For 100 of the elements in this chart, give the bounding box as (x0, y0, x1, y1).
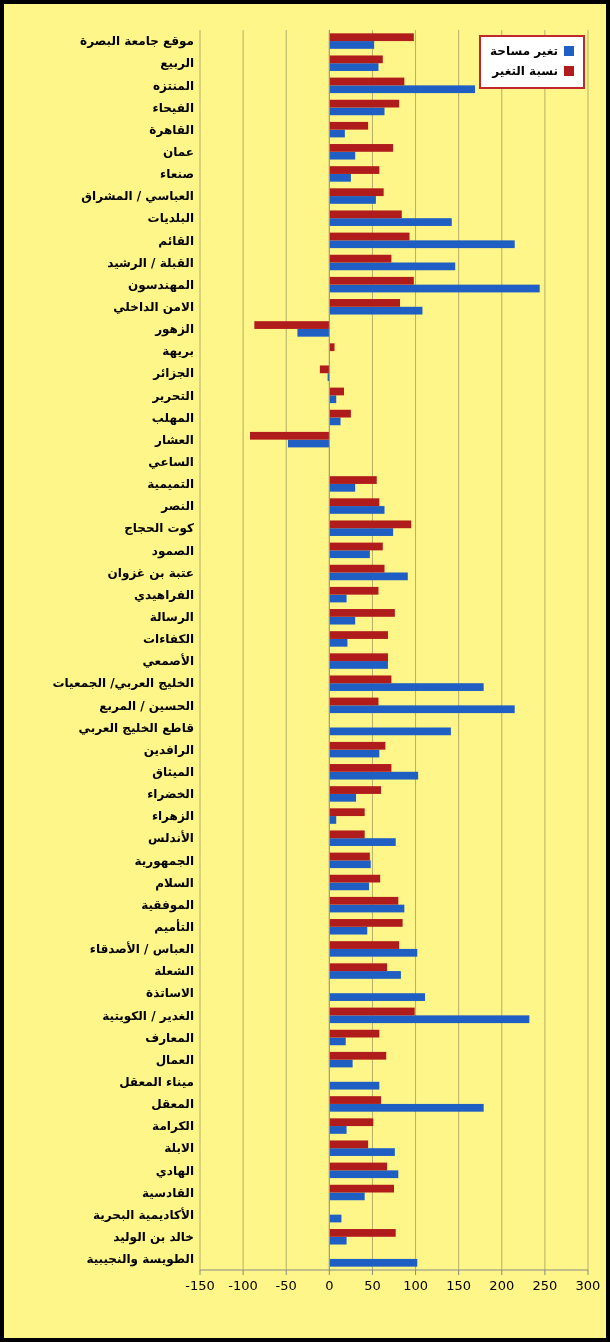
y-tick-label: كوت الحجاج (124, 521, 195, 537)
y-tick-label: الفيحاء (152, 100, 194, 115)
y-tick-label: الأكاديمية البحرية (92, 1206, 194, 1222)
bar (329, 764, 392, 772)
bar (329, 41, 375, 49)
bar (329, 151, 356, 160)
y-tick-label: عمان (163, 144, 194, 159)
bar (329, 33, 414, 42)
bar (329, 276, 414, 285)
x-tick-label: -50 (275, 1278, 297, 1293)
bar (329, 262, 456, 271)
y-tick-label: الكرامة (152, 1119, 194, 1134)
bar (329, 218, 452, 226)
y-tick-label: المعقل (151, 1097, 194, 1112)
y-tick-label: القاهرة (149, 122, 194, 137)
bar (329, 409, 351, 418)
bar (329, 631, 388, 639)
bar (329, 808, 365, 817)
y-tick-label: الاساتذة (146, 986, 194, 1001)
bar (329, 830, 365, 839)
bar (329, 609, 395, 617)
y-tick-label: الجزائر (152, 366, 194, 381)
bar (329, 284, 540, 293)
bar (329, 542, 383, 551)
x-tick-label: 250 (532, 1278, 558, 1293)
x-tick-label: 150 (446, 1278, 472, 1293)
y-tick-label: الموفقية (141, 897, 194, 913)
x-tick-label: -150 (185, 1278, 215, 1293)
bar (329, 1126, 347, 1134)
y-tick-label: الربيع (160, 56, 194, 71)
bar (329, 572, 408, 581)
bar (329, 254, 392, 263)
y-tick-label: المهلب (151, 410, 194, 425)
y-tick-label: الغدير / الكويتية (102, 1008, 194, 1024)
bar (329, 144, 394, 152)
bar (329, 727, 451, 736)
bar (329, 896, 399, 905)
y-tick-label: الرسالة (149, 609, 194, 624)
bar (329, 816, 337, 824)
bar (329, 564, 385, 573)
y-tick-label: موقع جامعة البصرة (80, 34, 194, 50)
bar (329, 1170, 399, 1179)
bar (329, 1051, 387, 1060)
x-tick-label: -100 (228, 1278, 258, 1293)
y-tick-label: العباسي / المشراق (81, 189, 194, 204)
bar (250, 431, 330, 440)
y-tick-label: التميمية (147, 477, 194, 492)
bar (329, 343, 335, 352)
y-tick-label: المنتزه (152, 78, 194, 93)
y-tick-label: الفراهيدي (134, 587, 194, 602)
bar (329, 55, 383, 64)
bar (329, 963, 388, 972)
y-tick-label: الخليج العربي/ الجمعيات (52, 676, 194, 691)
bar (329, 683, 484, 691)
bar (329, 793, 357, 802)
bar (329, 240, 515, 249)
y-tick-label: الابلة (164, 1141, 194, 1156)
y-tick-label: الامن الداخلي (113, 299, 194, 314)
x-tick-label: 50 (364, 1278, 381, 1293)
bar (329, 1096, 382, 1104)
y-tick-label: المهندسون (128, 277, 194, 293)
y-tick-label: العباس / الأصدقاء (89, 941, 194, 957)
bar (329, 476, 377, 484)
bar (254, 321, 330, 329)
y-tick-label: الميثاق (152, 764, 194, 779)
bar (329, 786, 382, 794)
y-tick-label: الطويسة والنجيبية (86, 1252, 194, 1268)
bar (329, 838, 396, 846)
y-tick-label: البلديات (147, 211, 194, 226)
y-tick-label: الرافدين (143, 742, 194, 757)
bar (329, 1236, 347, 1245)
y-tick-label: التأميم (154, 918, 194, 934)
y-tick-label: الجمهورية (134, 853, 194, 869)
y-tick-label: الأصمعي (142, 653, 194, 669)
y-tick-label: السلام (155, 875, 194, 891)
bar (329, 395, 337, 404)
bar (329, 173, 351, 182)
y-tick-label: المعارف (145, 1030, 194, 1045)
y-tick-label: القبلة / الرشيد (107, 255, 194, 270)
y-tick-label: الشعلة (154, 964, 194, 979)
y-tick-label: الهادي (155, 1163, 194, 1178)
legend-label: نسبة التغير (491, 64, 558, 79)
y-tick-label: الخضراء (147, 787, 194, 802)
bar (329, 498, 380, 507)
bar (329, 121, 369, 130)
bar (329, 638, 348, 647)
y-tick-label: الزهور (154, 322, 194, 338)
y-tick-label: القادسية (142, 1185, 194, 1200)
y-tick-label: التحرير (151, 388, 194, 403)
y-tick-label: الأندلس (148, 830, 194, 846)
bar (329, 741, 386, 750)
y-tick-label: العشار (153, 432, 194, 447)
bar (329, 771, 419, 780)
bar (329, 948, 418, 957)
bar (329, 166, 380, 174)
y-tick-label: بريهة (162, 344, 194, 359)
bar (329, 1007, 415, 1016)
bar (319, 365, 330, 374)
bar (329, 188, 384, 197)
bar (329, 971, 401, 979)
